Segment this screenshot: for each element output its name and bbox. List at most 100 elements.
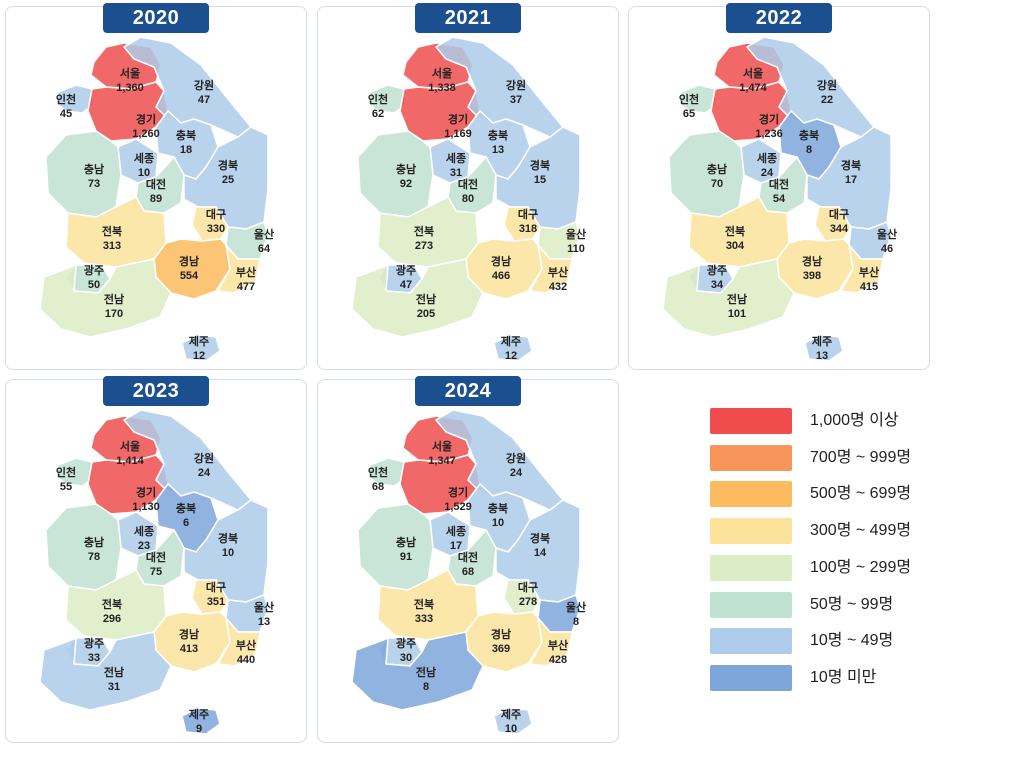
region-value: 34: [711, 279, 724, 291]
region-value: 24: [761, 167, 774, 179]
region-label: 제주: [189, 334, 209, 348]
region-label: 세종: [446, 151, 466, 165]
legend-swatch: [710, 445, 792, 471]
region-label: 대전: [146, 177, 166, 191]
map-panel-2021: 2021 서울 1,338 인천 62 경기 1,169 강원 37 충북 13 세종 31 충남 92 대…: [317, 3, 619, 370]
region-value: 1,236: [755, 128, 783, 140]
region-value: 10: [505, 723, 517, 735]
region-value: 344: [830, 223, 849, 235]
map-panel-2023: 2023 서울 1,414 인천 55 경기 1,130 강원 24 충북 6 세종 23 충남 78 대전…: [5, 376, 307, 743]
region-label: 경북: [530, 531, 550, 545]
region-label: 전북: [725, 224, 745, 238]
region-value: 47: [198, 94, 210, 106]
legend-swatch: [710, 628, 792, 654]
region-value: 1,360: [116, 82, 144, 94]
region-value: 47: [400, 279, 412, 291]
region-label: 대구: [518, 580, 538, 594]
region-전남: [351, 631, 484, 711]
region-value: 1,130: [132, 501, 160, 513]
region-label: 대구: [206, 207, 226, 221]
region-충남: [668, 130, 745, 218]
region-value: 14: [534, 547, 547, 559]
region-value: 413: [180, 643, 198, 655]
region-label: 경남: [491, 254, 511, 268]
region-전북: [65, 569, 167, 641]
region-label: 대전: [458, 550, 478, 564]
korea-map: 서울 1,347 인천 68 경기 1,529 강원 24 충북 10 세종 17 충남 91 대전 68 경북…: [351, 409, 586, 735]
region-label: 제주: [812, 334, 832, 348]
year-badge: 2020: [103, 3, 209, 33]
region-label: 강원: [194, 78, 214, 92]
legend: 1,000명 이상 700명 ~ 999명 500명 ~ 699명 300명 ~…: [710, 408, 1010, 698]
region-label: 전남: [104, 292, 124, 306]
region-label: 세종: [134, 524, 154, 538]
region-label: 전북: [102, 597, 122, 611]
region-label: 경기: [759, 112, 779, 126]
region-value: 13: [258, 616, 270, 628]
region-value: 17: [450, 540, 462, 552]
legend-label: 10명 ~ 49명: [810, 632, 894, 649]
region-label: 인천: [368, 465, 388, 479]
region-value: 330: [207, 223, 225, 235]
region-value: 304: [726, 240, 745, 252]
region-전북: [65, 196, 167, 268]
legend-item: 700명 ~ 999명: [710, 445, 1010, 473]
region-value: 73: [88, 178, 100, 190]
region-label: 경기: [136, 112, 156, 126]
legend-item: 1,000명 이상: [710, 408, 1010, 436]
region-label: 울산: [566, 600, 586, 614]
region-label: 전남: [727, 292, 747, 306]
region-value: 78: [88, 551, 100, 563]
region-label: 강원: [194, 451, 214, 465]
legend-item: 500명 ~ 699명: [710, 481, 1010, 509]
region-label: 대전: [146, 550, 166, 564]
korea-map: 서울 1,360 인천 45 경기 1,260 강원 47 충북 18 세종 10 충남 73 대전 89 경북…: [39, 36, 274, 362]
region-label: 경남: [491, 627, 511, 641]
region-value: 89: [150, 193, 162, 205]
region-value: 10: [138, 167, 150, 179]
region-value: 440: [237, 654, 255, 666]
year-badge: 2023: [103, 376, 209, 406]
region-전북: [377, 569, 479, 641]
region-value: 70: [711, 178, 723, 190]
map-panel-2020: 2020 서울 1,360 인천 45 경기 1,260 강원 47 충북 18 세종 10 충남 73 대…: [5, 3, 307, 370]
region-label: 대구: [206, 580, 226, 594]
region-충남: [357, 130, 434, 218]
region-label: 세종: [134, 151, 154, 165]
legend-label: 500명 ~ 699명: [810, 485, 912, 502]
region-value: 75: [150, 566, 162, 578]
region-value: 6: [183, 517, 189, 529]
region-value: 33: [88, 652, 100, 664]
region-label: 전남: [416, 292, 436, 306]
region-label: 인천: [368, 92, 388, 106]
region-label: 강원: [817, 78, 837, 92]
region-value: 278: [519, 596, 537, 608]
region-전남: [351, 258, 484, 338]
legend-label: 10명 미만: [810, 669, 877, 686]
region-value: 25: [222, 174, 234, 186]
region-label: 광주: [84, 637, 104, 650]
region-label: 충남: [396, 162, 416, 176]
legend-swatch: [710, 555, 792, 581]
region-label: 충북: [488, 128, 508, 142]
korea-map: 서울 1,414 인천 55 경기 1,130 강원 24 충북 6 세종 23 충남 78 대전 75 경북 1…: [39, 409, 274, 735]
region-value: 13: [816, 350, 828, 362]
region-value: 273: [415, 240, 433, 252]
region-label: 전남: [416, 665, 436, 679]
legend-swatch: [710, 408, 792, 434]
region-value: 68: [462, 566, 474, 578]
region-label: 경기: [136, 485, 156, 499]
region-label: 서울: [120, 439, 140, 453]
region-value: 170: [105, 308, 123, 320]
korea-map: 서울 1,338 인천 62 경기 1,169 강원 37 충북 13 세종 31 충남 92 대전 80 경북…: [351, 36, 586, 362]
region-value: 554: [180, 270, 199, 282]
region-label: 대구: [518, 207, 538, 221]
region-value: 415: [860, 281, 878, 293]
region-label: 세종: [446, 524, 466, 538]
year-badge: 2022: [726, 3, 832, 33]
region-value: 1,414: [116, 455, 144, 467]
legend-swatch: [710, 665, 792, 691]
region-label: 대전: [769, 177, 789, 191]
region-value: 91: [400, 551, 412, 563]
region-부산: [528, 615, 573, 667]
